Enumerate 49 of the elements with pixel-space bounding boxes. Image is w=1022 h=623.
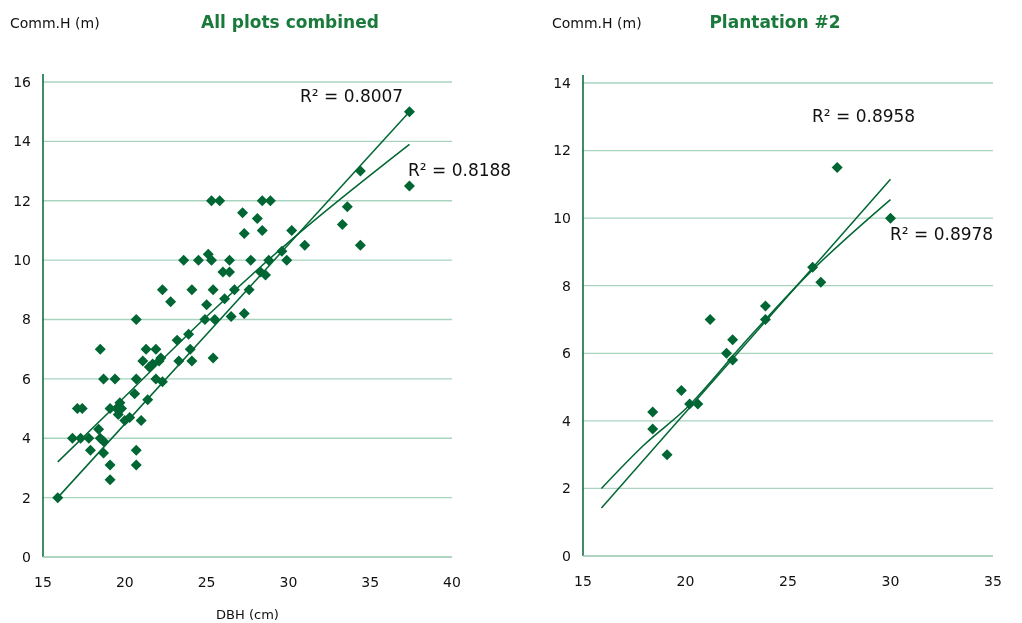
y-tick-label: 6 (562, 345, 572, 362)
y-tick-label: 0 (22, 548, 31, 565)
point (704, 314, 716, 325)
y-tick-label: 10 (553, 210, 571, 227)
x-tick-label: 15 (34, 574, 52, 590)
point (692, 398, 704, 410)
y-axis-title: Comm.H (m) (10, 15, 100, 31)
point (831, 161, 843, 173)
y-tick-label: 8 (22, 311, 31, 328)
point (721, 347, 732, 359)
y-tick-label: 10 (13, 252, 31, 269)
x-axis-title: DBH (cm) (216, 607, 279, 622)
y-tick-label: 2 (22, 489, 31, 506)
point (647, 406, 659, 418)
y-tick-label: 16 (13, 73, 32, 90)
annotation: R² = 0.8007 (300, 86, 404, 106)
y-tick-label: 14 (13, 133, 32, 150)
x-tick-label: 25 (779, 573, 797, 589)
x-tick-label: 40 (443, 574, 461, 590)
x-tick-label: 20 (115, 574, 134, 590)
point (727, 334, 739, 346)
point (815, 276, 827, 288)
x-tick-label: 15 (574, 573, 592, 589)
y-axis-title: Comm.H (m) (552, 15, 642, 31)
y-tick-label: 4 (562, 412, 572, 429)
point (675, 384, 687, 396)
y-tick-label: 12 (553, 142, 571, 159)
chart-title: All plots combined (201, 12, 379, 32)
chart-title: Plantation #2 (709, 12, 841, 32)
x-tick-label: 25 (197, 574, 216, 590)
point (759, 300, 771, 312)
point (647, 423, 659, 435)
x-tick-label: 35 (361, 574, 380, 590)
y-tick-label: 0 (562, 547, 571, 564)
x-tick-label: 20 (676, 573, 695, 589)
point (885, 212, 896, 224)
y-tick-label: 14 (553, 74, 572, 91)
annotation: R² = 0.8958 (812, 106, 916, 126)
annotation: R² = 0.8978 (890, 224, 994, 244)
y-tick-label: 6 (22, 370, 32, 387)
x-tick-label: 30 (881, 573, 900, 589)
y-tick-label: 4 (22, 430, 32, 447)
x-tick-label: 30 (279, 574, 298, 590)
y-tick-label: 8 (562, 277, 571, 294)
y-tick-label: 2 (562, 480, 571, 497)
annotation: R² = 0.8188 (408, 160, 512, 180)
point (661, 449, 673, 461)
y-tick-label: 12 (13, 192, 31, 209)
x-tick-label: 35 (984, 573, 1002, 589)
